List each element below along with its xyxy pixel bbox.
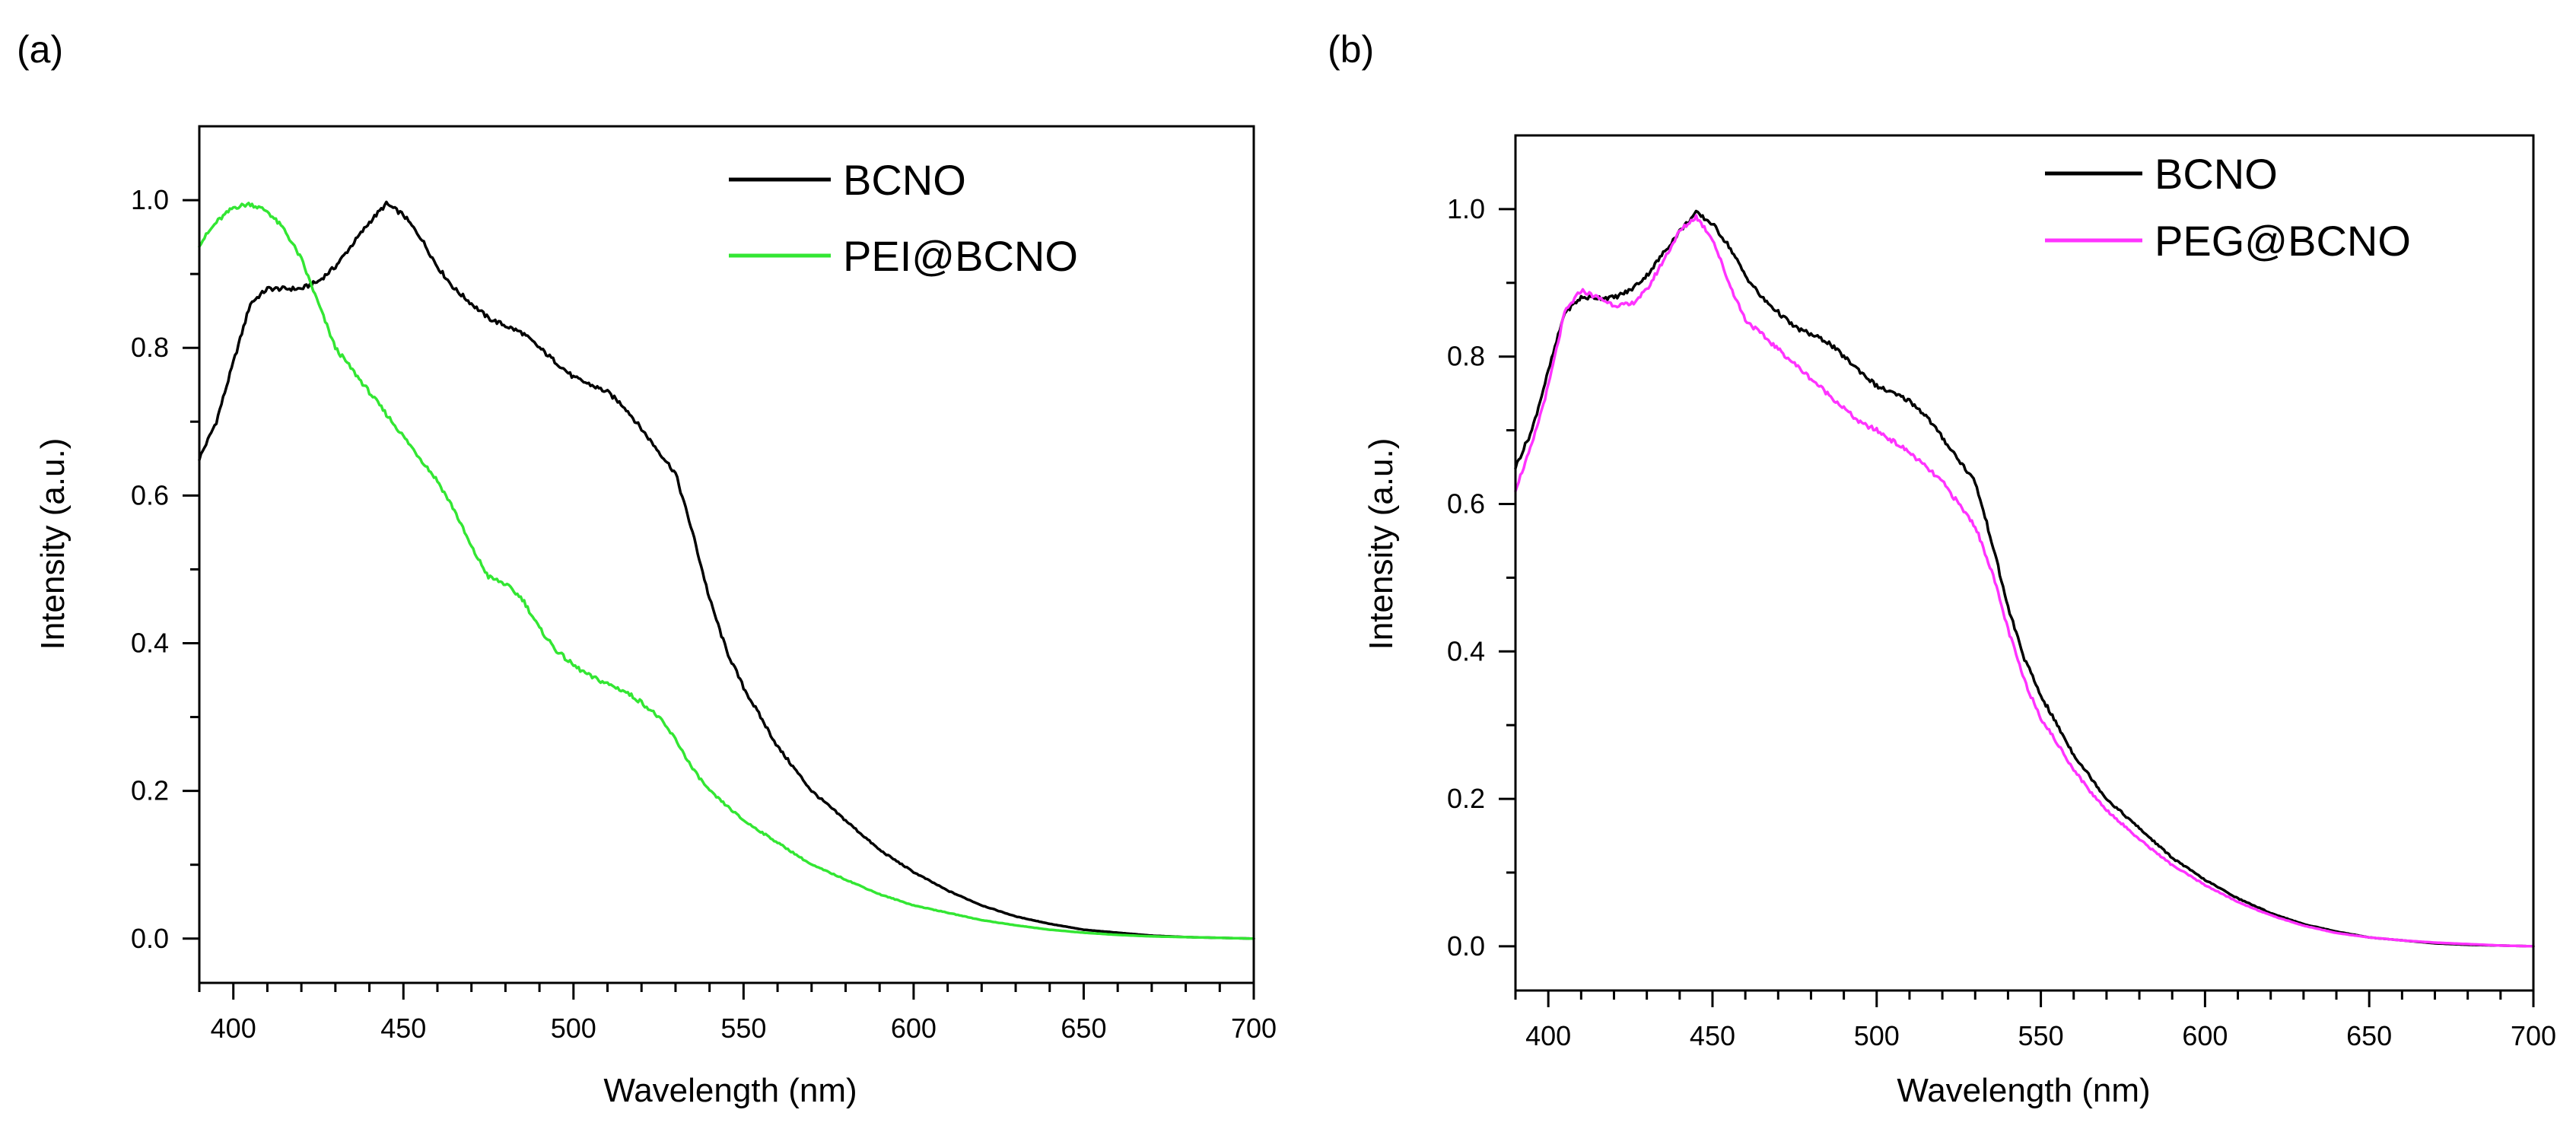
series-line-a-bcno xyxy=(198,200,1255,940)
legend-b: BCNO PEG@BCNO xyxy=(2045,150,2411,265)
x-axis-title-a: Wavelength (nm) xyxy=(603,1072,857,1109)
legend-label-a-bcno: BCNO xyxy=(843,156,966,204)
panel-label-b: (b) xyxy=(1328,28,1374,71)
series-line-b-peg-bcno xyxy=(1514,214,2535,948)
plot-frame-b xyxy=(1514,134,2535,992)
y-tick-label-a-2: 0.4 xyxy=(131,627,169,658)
x-tick-label-b-550: 550 xyxy=(2018,1020,2064,1051)
x-tick-label-a-600: 600 xyxy=(891,1013,937,1044)
axis-ticks-a: 400 450 500 550 600 650 700 0.0 0.2 0.4 0.6 0.8 1.0 xyxy=(131,184,1277,1044)
legend-label-a-pei-bcno: PEI@BCNO xyxy=(843,232,1078,280)
y-tick-label-a-5: 1.0 xyxy=(131,184,169,215)
panel-label-a: (a) xyxy=(17,28,63,71)
y-tick-label-a-0: 0.0 xyxy=(131,923,169,954)
x-tick-label-a-400: 400 xyxy=(211,1013,256,1044)
y-tick-label-a-1: 0.2 xyxy=(131,775,169,806)
y-tick-label-b-2: 0.4 xyxy=(1447,635,1485,666)
chart-panel-b: (b) Intensity (a.u.) Wavelength (nm) 400… xyxy=(1328,28,2556,1109)
x-tick-label-b-650: 650 xyxy=(2346,1020,2392,1051)
y-tick-label-b-3: 0.6 xyxy=(1447,488,1485,519)
x-tick-label-b-450: 450 xyxy=(1690,1020,1735,1051)
x-tick-label-b-400: 400 xyxy=(1525,1020,1571,1051)
x-tick-label-a-500: 500 xyxy=(551,1013,596,1044)
y-tick-label-b-0: 0.0 xyxy=(1447,930,1485,962)
series-group-a xyxy=(198,200,1255,940)
y-axis-title-a: Intensity (a.u.) xyxy=(34,438,72,650)
x-tick-label-b-600: 600 xyxy=(2182,1020,2228,1051)
legend-a: BCNO PEI@BCNO xyxy=(729,156,1078,280)
y-tick-label-b-5: 1.0 xyxy=(1447,193,1485,224)
series-group-b xyxy=(1514,209,2535,948)
x-tick-label-b-500: 500 xyxy=(1854,1020,1900,1051)
plot-frame-a xyxy=(198,125,1255,984)
y-tick-label-b-4: 0.8 xyxy=(1447,341,1485,372)
x-tick-label-b-700: 700 xyxy=(2511,1020,2556,1051)
series-line-a-pei-bcno xyxy=(198,202,1255,940)
chart-panel-a: (a) Intensity (a.u.) Wavelength (nm) 400… xyxy=(17,28,1277,1109)
axis-ticks-b: 400 450 500 550 600 650 700 0.0 0.2 0.4 0.6 0.8 1.0 xyxy=(1447,193,2556,1051)
y-tick-label-b-1: 0.2 xyxy=(1447,783,1485,814)
y-axis-title-b: Intensity (a.u.) xyxy=(1363,438,1400,650)
x-axis-title-b: Wavelength (nm) xyxy=(1897,1072,2150,1109)
x-tick-label-a-450: 450 xyxy=(380,1013,426,1044)
x-tick-label-a-650: 650 xyxy=(1061,1013,1106,1044)
x-tick-label-a-550: 550 xyxy=(720,1013,766,1044)
legend-label-b-peg-bcno: PEG@BCNO xyxy=(2155,217,2411,265)
x-tick-label-a-700: 700 xyxy=(1231,1013,1277,1044)
legend-label-b-bcno: BCNO xyxy=(2155,150,2278,198)
y-tick-label-a-3: 0.6 xyxy=(131,479,169,510)
y-tick-label-a-4: 0.8 xyxy=(131,332,169,363)
